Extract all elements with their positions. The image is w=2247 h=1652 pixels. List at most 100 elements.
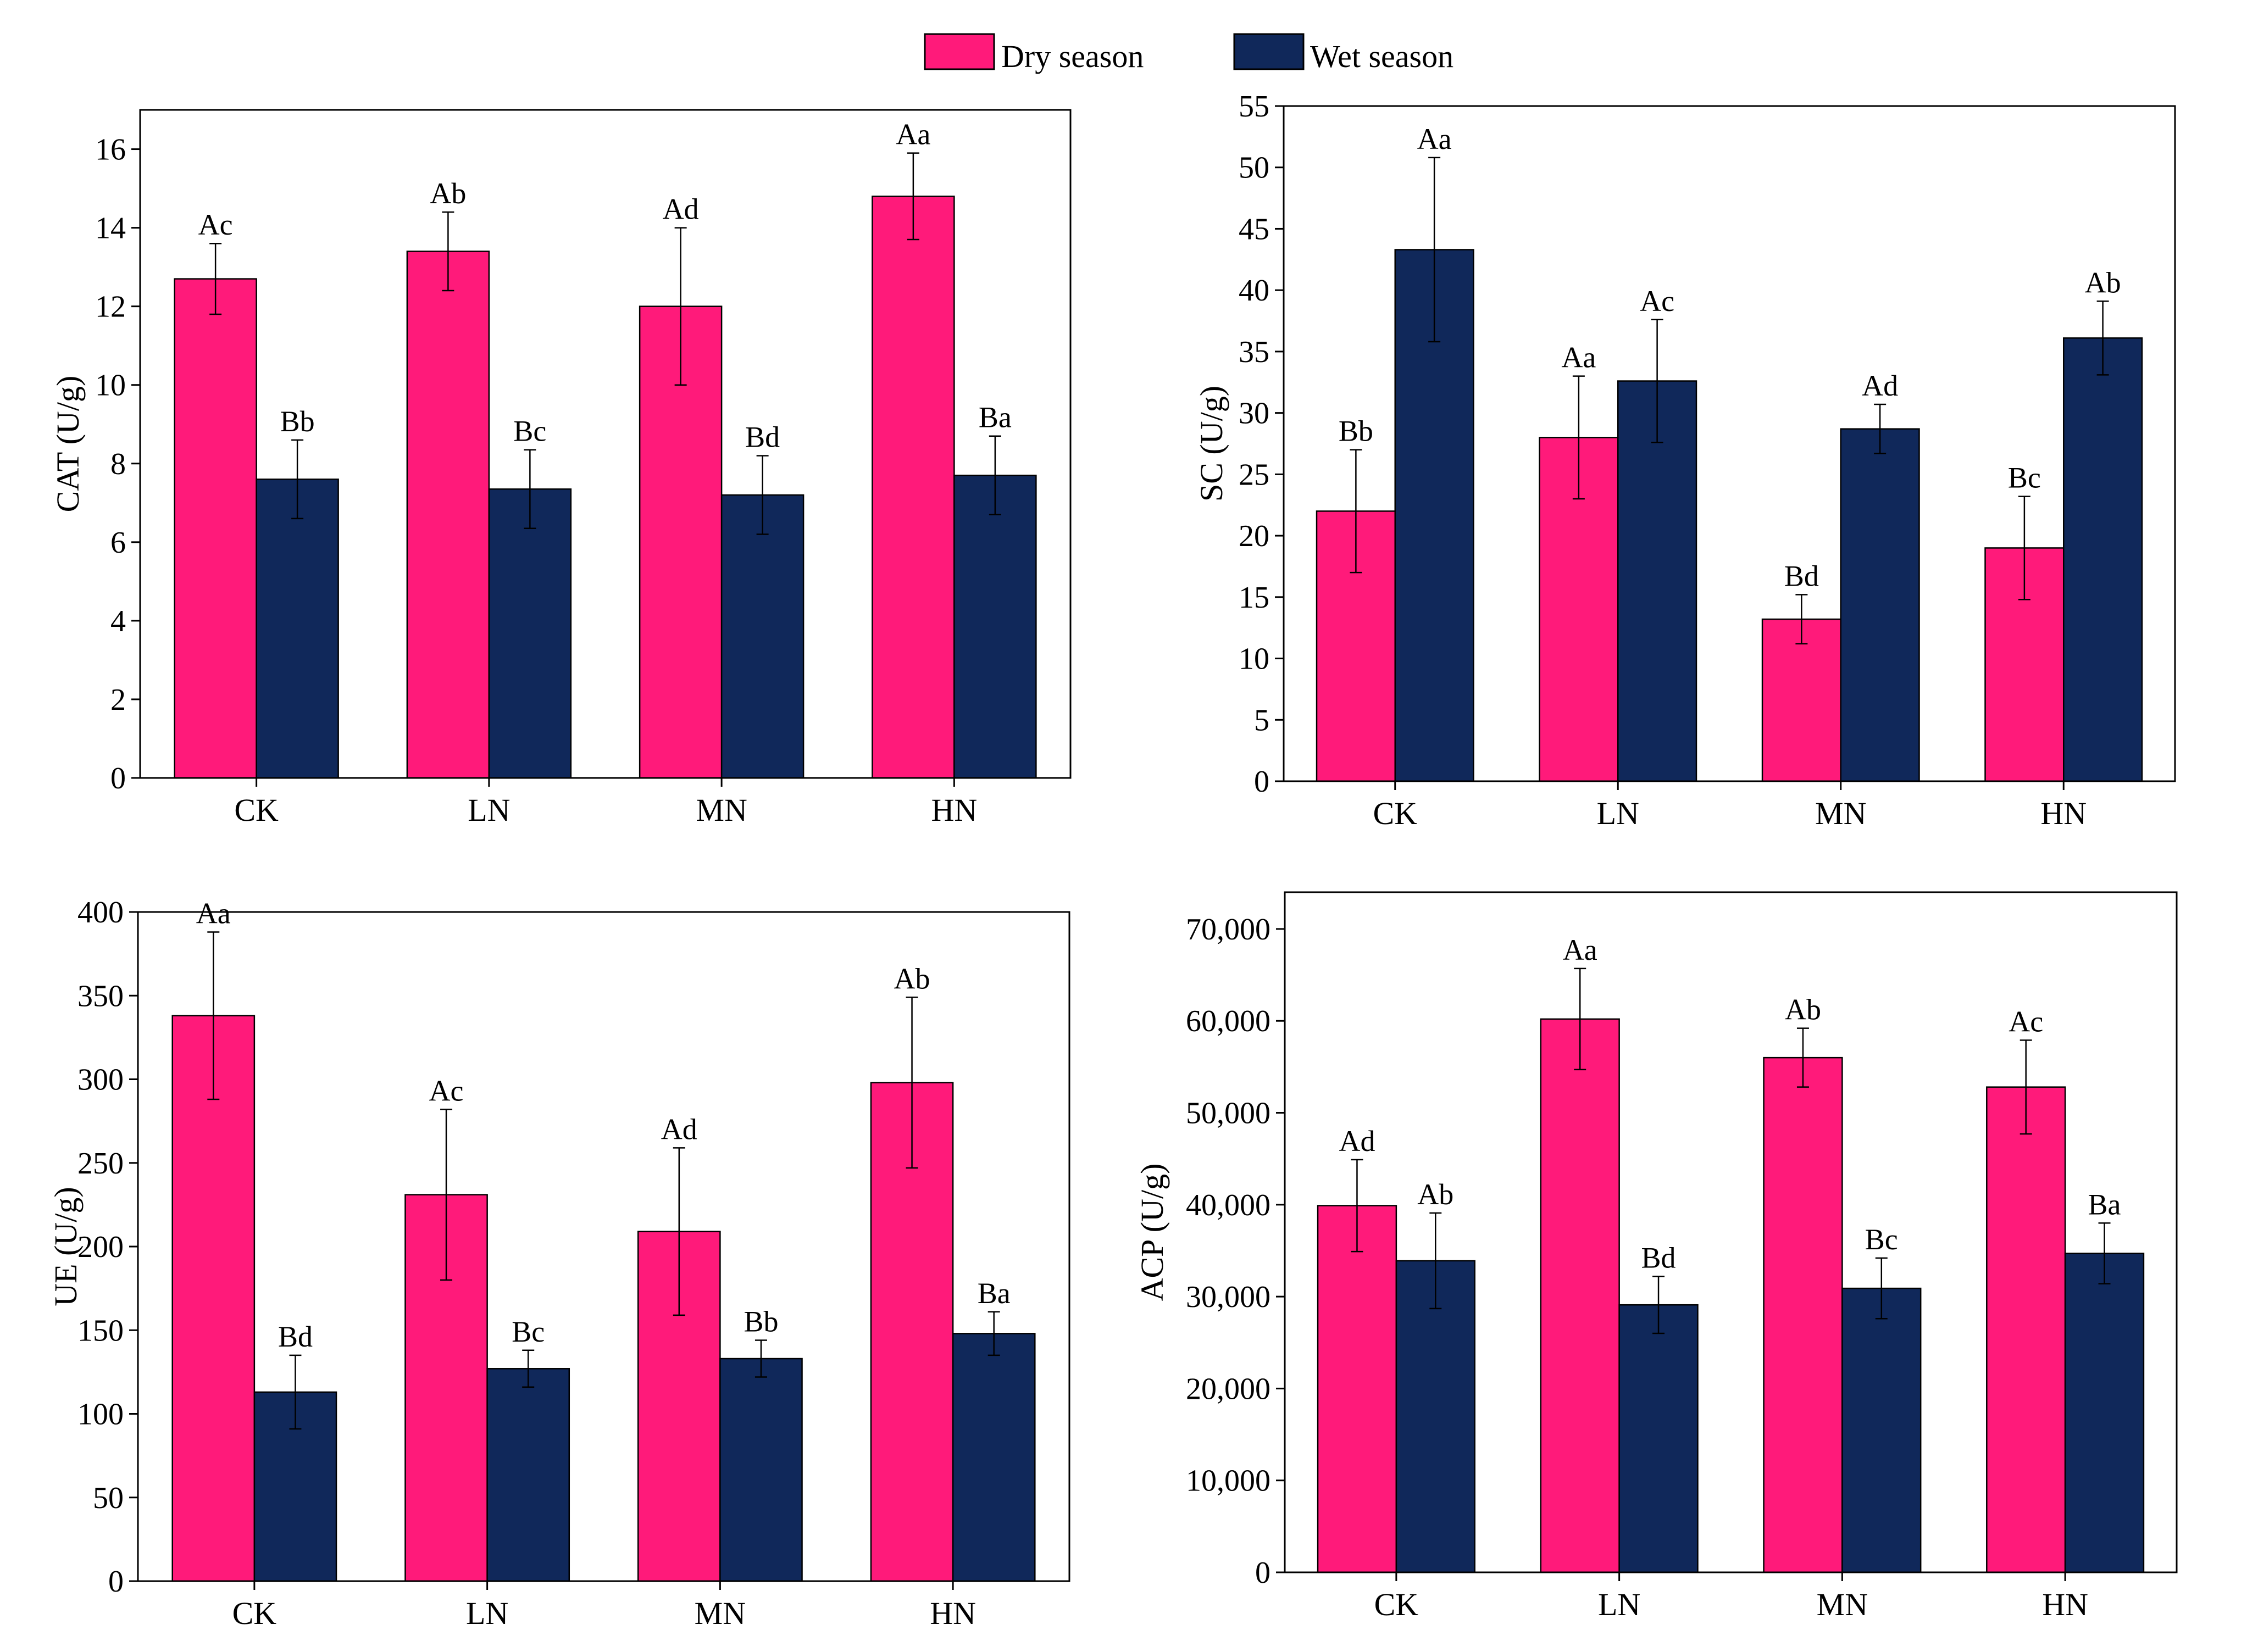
y-tick-label: 40,000 (1186, 1188, 1270, 1222)
y-tick-label: 70,000 (1186, 913, 1270, 947)
x-tick-label: HN (930, 1595, 976, 1631)
y-tick-label: 16 (95, 133, 126, 167)
significance-label: Ac (429, 1074, 464, 1107)
significance-label: Bb (744, 1305, 778, 1338)
x-tick-label: CK (234, 792, 279, 828)
y-tick-label: 10 (95, 369, 126, 403)
significance-label: Ab (2085, 266, 2121, 299)
x-tick-label: LN (1597, 796, 1639, 831)
y-tick-label: 45 (1239, 212, 1269, 246)
significance-label: Bd (745, 420, 780, 453)
bar-wet-ck (256, 479, 339, 779)
y-tick-label: 50,000 (1186, 1097, 1270, 1131)
significance-label: Bd (1784, 559, 1819, 592)
significance-label: Ad (663, 193, 699, 226)
y-tick-label: 200 (77, 1230, 124, 1264)
y-axis-title: UE (U/g) (48, 1187, 84, 1306)
x-tick-label: CK (1374, 1587, 1419, 1622)
plot-frame (1283, 105, 2176, 782)
bar-wet-hn (952, 1333, 1036, 1582)
y-tick-label: 0 (1254, 765, 1269, 799)
y-tick-label: 0 (1255, 1556, 1270, 1590)
x-tick-label: HN (2042, 1587, 2088, 1622)
y-tick-label: 50 (93, 1481, 124, 1515)
bar-wet-hn (953, 474, 1037, 779)
x-tick-label: MN (1815, 796, 1866, 831)
plot-frame (139, 109, 1072, 779)
significance-label: Bd (1641, 1241, 1676, 1274)
bar-dry-ck (174, 278, 257, 779)
x-tick-label: LN (1598, 1587, 1640, 1622)
significance-label: Ab (430, 177, 466, 210)
y-axis-title: CAT (U/g) (50, 376, 86, 513)
x-tick-label: LN (466, 1595, 508, 1631)
significance-label: Ad (1339, 1125, 1375, 1158)
legend-swatch-wet (1233, 33, 1305, 70)
bar-wet-hn (2064, 1253, 2145, 1573)
significance-label: Bd (278, 1320, 313, 1353)
bar-wet-ln (1617, 380, 1697, 782)
significance-label: Aa (196, 897, 231, 930)
significance-label: Bb (280, 405, 315, 438)
y-tick-label: 10,000 (1186, 1464, 1270, 1498)
significance-label: Bc (513, 415, 546, 448)
legend-swatch-dry (924, 33, 995, 70)
bar-dry-ln (406, 251, 490, 779)
bar-dry-ck (171, 1015, 256, 1582)
y-tick-label: 14 (95, 212, 126, 246)
significance-label: Ac (1640, 285, 1674, 318)
bar-dry-mn (1761, 618, 1841, 782)
x-tick-label: CK (1373, 796, 1417, 831)
y-tick-label: 250 (77, 1147, 124, 1181)
bar-dry-hn (872, 196, 955, 779)
bar-dry-ck (1317, 1205, 1397, 1573)
bar-wet-mn (719, 1358, 803, 1582)
significance-label: Ac (198, 208, 233, 241)
significance-label: Aa (1563, 933, 1597, 966)
bar-wet-ln (1618, 1304, 1699, 1573)
significance-label: Ba (2088, 1188, 2121, 1221)
y-tick-label: 150 (77, 1314, 124, 1348)
y-tick-label: 300 (77, 1063, 124, 1097)
y-tick-label: 400 (77, 895, 124, 930)
y-tick-label: 0 (108, 1565, 124, 1599)
y-tick-label: 30 (1239, 397, 1269, 431)
legend-label-wet: Wet season (1310, 38, 1453, 74)
bar-wet-ck (1395, 1260, 1475, 1573)
x-tick-label: MN (696, 792, 747, 828)
bar-wet-mn (720, 494, 805, 779)
y-tick-label: 50 (1239, 151, 1269, 185)
significance-label: Bc (2008, 461, 2041, 494)
y-tick-label: 5 (1254, 703, 1269, 737)
chart-sc: 0 5 10 15 20 25 30 35 40 45 50 55 Bb Aa CK Aa Ac LN Bd Ad MN… (1194, 90, 2176, 831)
bar-dry-ln (1540, 1018, 1620, 1573)
bar-wet-mn (1840, 428, 1920, 782)
significance-label: Aa (1417, 123, 1452, 155)
y-tick-label: 20 (1239, 519, 1269, 553)
significance-label: Ad (1862, 369, 1898, 402)
x-tick-label: HN (931, 792, 977, 828)
significance-label: Bc (512, 1315, 545, 1348)
y-axis-title: ACP (U/g) (1134, 1164, 1170, 1301)
significance-label: Ab (894, 962, 930, 995)
x-tick-label: LN (468, 792, 510, 828)
bar-wet-mn (1841, 1287, 1922, 1573)
chart-acp: 0 10,000 20,000 30,000 40,000 50,000 60,000 70,… (1134, 891, 2178, 1622)
y-tick-label: 100 (77, 1398, 124, 1432)
y-tick-label: 12 (95, 290, 126, 324)
y-tick-label: 0 (110, 761, 126, 796)
bar-wet-ln (488, 488, 572, 779)
x-tick-label: CK (232, 1595, 277, 1631)
y-tick-label: 10 (1239, 642, 1269, 676)
legend: Dry season Wet season (924, 33, 1453, 74)
x-tick-label: HN (2040, 796, 2087, 831)
significance-label: Bc (1865, 1223, 1898, 1256)
significance-label: Ba (979, 401, 1012, 434)
x-tick-label: MN (695, 1595, 746, 1631)
x-tick-label: MN (1817, 1587, 1868, 1622)
y-tick-label: 35 (1239, 335, 1269, 369)
y-tick-label: 4 (110, 604, 126, 638)
y-tick-label: 55 (1239, 90, 1269, 124)
plot-frame (137, 911, 1070, 1582)
